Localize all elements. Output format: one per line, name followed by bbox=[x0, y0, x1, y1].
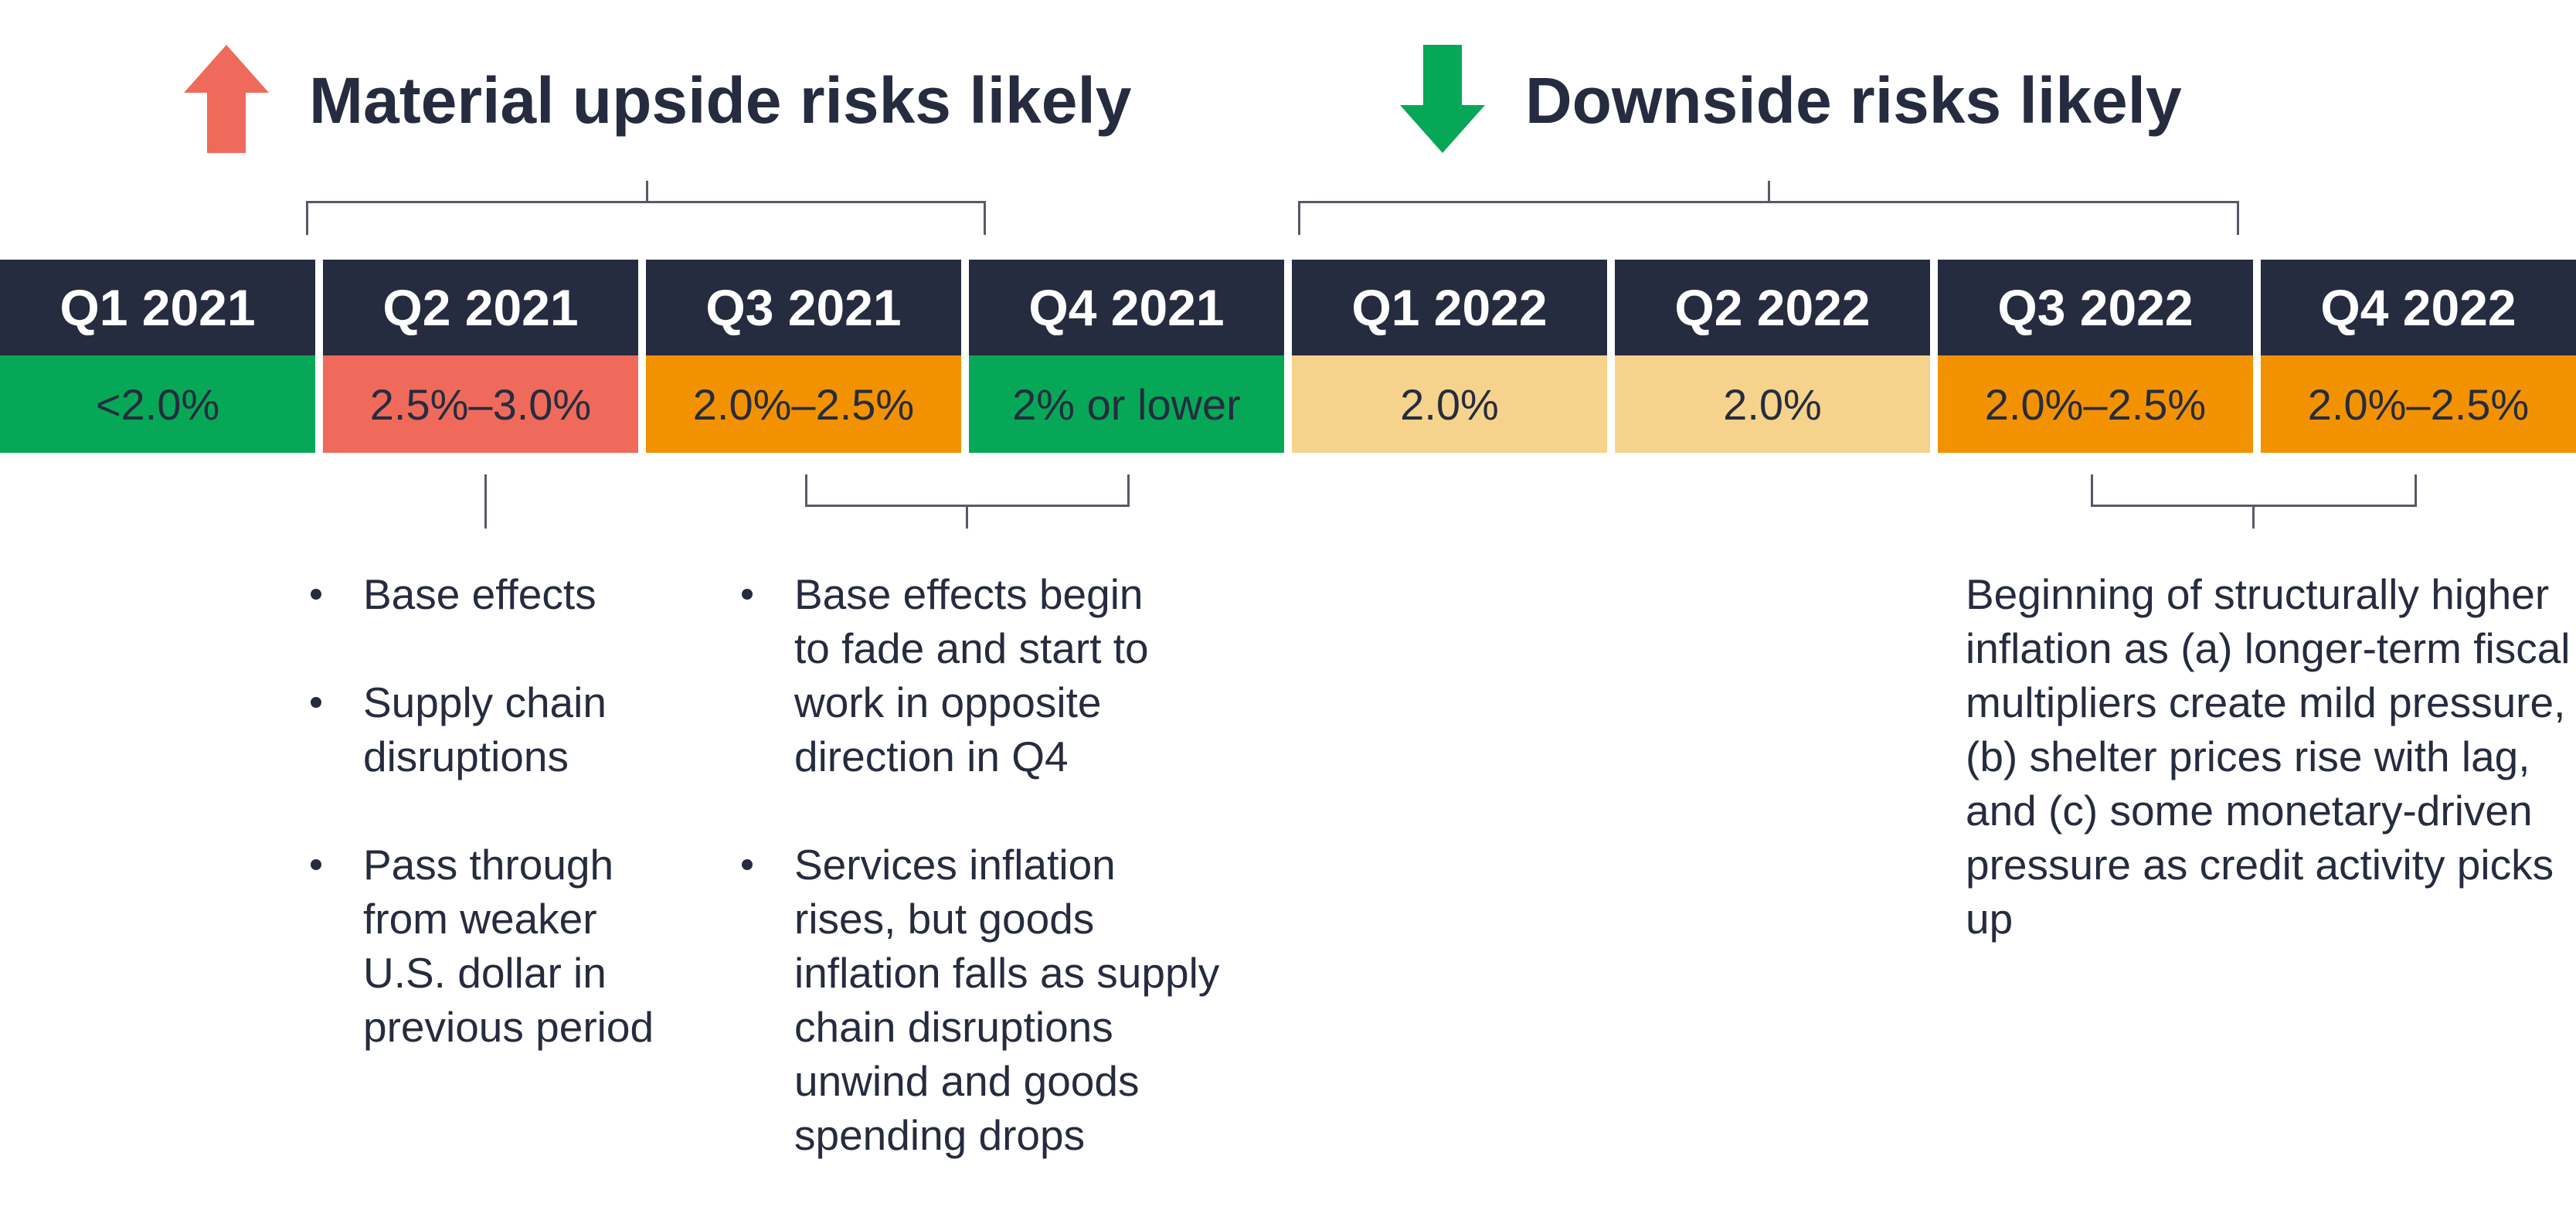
inflation-value: 2.0%–2.5% bbox=[1938, 355, 2253, 453]
quarter-label: Q2 2021 bbox=[323, 260, 638, 355]
q3-q4-2021-bracket-stem bbox=[966, 505, 968, 529]
quarter-timeline: Q1 2021 <2.0% Q2 2021 2.5%–3.0% Q3 2021 … bbox=[0, 260, 2576, 453]
q3-q4-2021-bracket bbox=[805, 474, 1130, 507]
quarter-q2-2022: Q2 2022 2.0% bbox=[1615, 260, 1930, 453]
upside-bracket-stem bbox=[646, 181, 648, 202]
quarter-q3-2022: Q3 2022 2.0%–2.5% bbox=[1938, 260, 2253, 453]
quarter-label: Q4 2021 bbox=[969, 260, 1284, 355]
quarter-q3-2021: Q3 2021 2.0%–2.5% bbox=[646, 260, 961, 453]
list-item: Services inflation rises, but goods infl… bbox=[737, 838, 1227, 1162]
list-item: Base effects begin to fade and start to … bbox=[737, 567, 1181, 784]
q3-q4-2022-bracket-stem bbox=[2252, 505, 2255, 529]
quarter-q4-2022: Q4 2022 2.0%–2.5% bbox=[2261, 260, 2576, 453]
inflation-value: 2.0% bbox=[1615, 355, 1930, 453]
upside-risks-title: Material upside risks likely bbox=[309, 64, 1132, 137]
inflation-value: <2.0% bbox=[0, 355, 315, 453]
quarter-label: Q1 2022 bbox=[1292, 260, 1607, 355]
inflation-value: 2.0%–2.5% bbox=[2261, 355, 2576, 453]
quarter-q1-2021: Q1 2021 <2.0% bbox=[0, 260, 315, 453]
inflation-value: 2.0% bbox=[1292, 355, 1607, 453]
downside-risks-title: Downside risks likely bbox=[1525, 64, 2182, 137]
downside-bracket-stem bbox=[1768, 181, 1770, 202]
quarter-q2-2021: Q2 2021 2.5%–3.0% bbox=[323, 260, 638, 453]
upside-bracket bbox=[306, 201, 986, 235]
list-item: Supply chain disruptions bbox=[306, 675, 618, 784]
quarter-label: Q4 2022 bbox=[2261, 260, 2576, 355]
quarter-q4-2021: Q4 2021 2% or lower bbox=[969, 260, 1284, 453]
arrow-down-icon bbox=[1400, 45, 1485, 153]
inflation-value: 2% or lower bbox=[969, 355, 1284, 453]
q3-q4-2022-bracket bbox=[2091, 474, 2417, 507]
q3-q4-2021-notes: Base effects begin to fade and start to … bbox=[737, 567, 1232, 1216]
list-item: Pass through from weaker U.S. dollar in … bbox=[306, 838, 680, 1054]
quarter-label: Q1 2021 bbox=[0, 260, 315, 355]
arrow-up-icon bbox=[184, 45, 269, 153]
quarter-label: Q2 2022 bbox=[1615, 260, 1930, 355]
quarter-q1-2022: Q1 2022 2.0% bbox=[1292, 260, 1607, 453]
list-item: Base effects bbox=[306, 567, 677, 621]
quarter-label: Q3 2021 bbox=[646, 260, 961, 355]
quarter-label: Q3 2022 bbox=[1938, 260, 2253, 355]
inflation-value: 2.0%–2.5% bbox=[646, 355, 961, 453]
inflation-value: 2.5%–3.0% bbox=[323, 355, 638, 453]
downside-bracket bbox=[1298, 201, 2239, 235]
q2-2021-notes: Base effects Supply chain disruptions Pa… bbox=[306, 567, 677, 1108]
q2-2021-connector bbox=[484, 474, 487, 529]
q3-q4-2022-note: Beginning of structurally higher inflati… bbox=[1966, 570, 2571, 943]
